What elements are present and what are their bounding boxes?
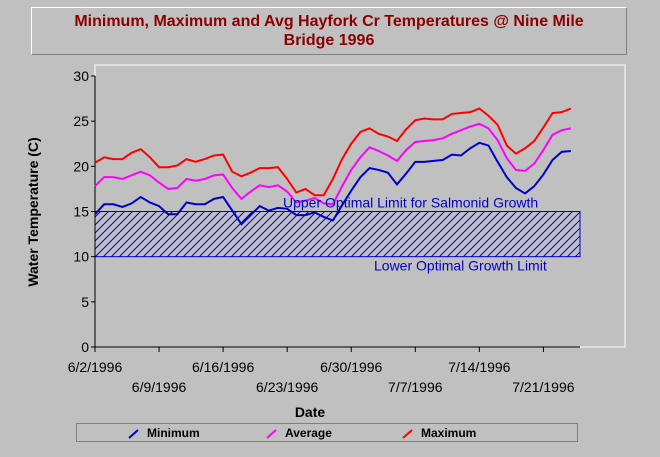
- y-tick-label: 20: [73, 158, 89, 174]
- x-tick-label: 6/9/1996: [132, 379, 187, 395]
- legend-item-minimum: Minimum: [127, 426, 200, 440]
- chart-title: Minimum, Maximum and Avg Hayfork Cr Temp…: [74, 13, 584, 49]
- series-line-maximum: [94, 107, 572, 197]
- lower-limit-annotation: Lower Optimal Growth Limit: [374, 258, 547, 274]
- x-tick-label: 6/23/1996: [256, 379, 318, 395]
- legend-item-maximum: Maximum: [401, 426, 476, 440]
- legend-swatch: [402, 429, 413, 439]
- legend-label: Maximum: [421, 426, 477, 440]
- legend-label: Minimum: [147, 426, 200, 440]
- x-axis-label: Date: [295, 404, 326, 420]
- x-tick-label: 6/2/1996: [68, 359, 123, 375]
- x-tick-label: 7/7/1996: [388, 379, 443, 395]
- x-tick-label: 6/16/1996: [192, 359, 254, 375]
- legend: Minimum Average Maximum: [76, 423, 578, 442]
- y-tick-label: 10: [73, 249, 89, 265]
- y-tick-label: 15: [73, 204, 89, 220]
- optimal-growth-band: [94, 211, 581, 258]
- upper-limit-annotation: Upper Optimal Limit for Salmonid Growth: [283, 195, 538, 211]
- x-tick-label: 6/30/1996: [320, 359, 382, 375]
- series-line-minimum: [94, 141, 571, 226]
- y-tick-label: 0: [81, 339, 89, 355]
- x-tick-label: 7/14/1996: [448, 359, 510, 375]
- legend-swatch: [266, 429, 277, 439]
- y-tick-label: 5: [81, 294, 89, 310]
- y-tick-label: 30: [73, 68, 89, 84]
- y-tick-label: 25: [73, 113, 89, 129]
- series-layer: [94, 107, 572, 226]
- x-tick-label: 7/21/1996: [512, 379, 574, 395]
- y-axis-label: Water Temperature (C): [25, 137, 41, 286]
- x-axis: 6/2/1996 6/9/1996 6/16/19966/23/19966/30/1…: [68, 346, 580, 395]
- legend-item-average: Average: [265, 426, 332, 440]
- chart-title-box: Minimum, Maximum and Avg Hayfork Cr Temp…: [31, 7, 627, 55]
- legend-label: Average: [285, 426, 332, 440]
- y-axis: 0 5 10 15 20 25 30: [73, 68, 96, 355]
- series-line-average: [94, 122, 572, 206]
- legend-swatch: [128, 429, 139, 439]
